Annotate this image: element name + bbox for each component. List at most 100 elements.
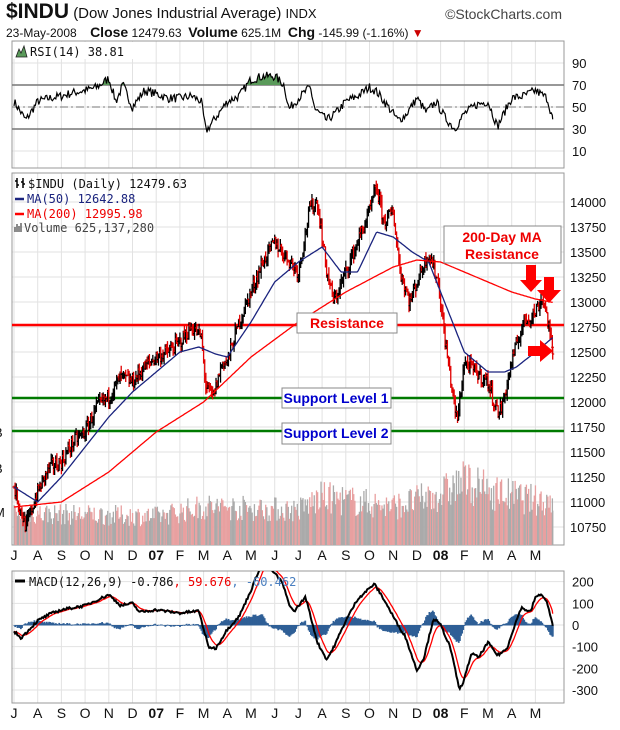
macd-histogram-bar	[269, 625, 272, 626]
volume-bar	[488, 487, 490, 545]
macd-histogram-bar	[94, 623, 97, 626]
macd-histogram-bar	[45, 621, 48, 626]
macd-histogram-bar	[424, 620, 426, 626]
volume-bar	[541, 510, 543, 545]
macd-histogram-bar	[294, 625, 297, 632]
volume-bar	[411, 509, 414, 545]
volume-bar	[241, 520, 243, 545]
macd-tick-label: 0	[572, 618, 579, 633]
macd-histogram-bar	[155, 624, 158, 626]
macd-histogram-bar	[329, 625, 331, 627]
brand-logo[interactable]: ©StockCharts.com	[445, 6, 562, 22]
macd-histogram-bar	[179, 625, 181, 627]
macd-histogram-bar	[487, 618, 489, 626]
macd-histogram-bar	[455, 625, 458, 642]
volume-bar	[50, 518, 52, 545]
macd-histogram-bar	[296, 625, 299, 627]
x-tick-label: N	[388, 547, 398, 563]
macd-histogram-bar	[311, 625, 313, 637]
macd-histogram-bar	[306, 625, 309, 627]
volume-bar	[341, 487, 344, 545]
volume-bar	[154, 506, 156, 545]
volume-bar	[94, 520, 96, 545]
volume-bar	[490, 488, 493, 545]
volume-bar	[438, 499, 441, 545]
macd-histogram-bar	[517, 614, 520, 626]
macd-histogram-bar	[524, 621, 527, 626]
macd-histogram-bar	[469, 615, 471, 626]
volume-bar	[522, 500, 524, 545]
volume-bar	[216, 498, 218, 545]
macd-histogram-bar	[141, 625, 144, 627]
macd-histogram-bar	[291, 625, 294, 634]
macd-histogram-bar	[421, 623, 424, 626]
x-tick-label: D	[412, 547, 422, 563]
volume-bar	[454, 501, 456, 545]
macd-histogram-bar	[173, 625, 176, 627]
volume-bar	[113, 522, 116, 545]
volume-bar	[61, 513, 64, 545]
volume-bar	[21, 507, 23, 545]
macd-histogram-bar	[522, 617, 524, 626]
volume-bar	[15, 511, 17, 545]
volume-bar	[79, 518, 82, 545]
macd-histogram-bar	[247, 616, 250, 626]
volume-bar	[312, 506, 314, 545]
volume-bar	[371, 506, 373, 545]
volume-bar	[408, 491, 410, 545]
x-tick-label: O	[364, 705, 375, 721]
volume-bar	[195, 504, 197, 545]
macd-histogram-bar	[500, 625, 503, 627]
volume-bar	[307, 513, 310, 545]
macd-histogram-bar	[19, 625, 22, 630]
macd-histogram-bar	[133, 625, 136, 628]
x-tick-label: J	[11, 705, 18, 721]
volume-bar	[339, 492, 341, 545]
macd-legend: MACD(12,26,9) -0.786, 59.676, -60.462	[15, 575, 296, 589]
volume-bar	[402, 505, 405, 545]
volume-bar	[476, 497, 478, 545]
macd-histogram-bar	[104, 623, 107, 626]
volume-bar	[74, 511, 76, 545]
volume-bar	[379, 504, 381, 545]
macd-histogram-bar	[162, 625, 164, 626]
macd-histogram-bar	[51, 622, 54, 626]
x-tick-label: F	[460, 705, 469, 721]
macd-histogram-bar	[254, 614, 257, 626]
volume-bar	[233, 501, 235, 545]
volume-bar	[63, 510, 65, 545]
support-2-label: Support Level 2	[283, 425, 388, 441]
macd-histogram-bar	[98, 623, 101, 626]
macd-histogram-bar	[278, 625, 281, 630]
macd-histogram-bar	[392, 625, 395, 633]
volume-bar	[209, 500, 212, 545]
macd-histogram-bar	[122, 625, 125, 628]
price-tick-label: 12750	[570, 320, 606, 335]
macd-histogram-bar	[216, 625, 219, 626]
volume-bar	[524, 486, 526, 545]
x-tick-label: O	[80, 547, 91, 563]
macd-histogram-bar	[340, 617, 343, 626]
volume-bar	[101, 509, 103, 545]
macd-histogram-bar	[512, 616, 514, 626]
volume-bar	[297, 515, 300, 545]
volume-bar	[435, 491, 437, 545]
volume-bar	[356, 515, 358, 545]
volume-bar	[192, 516, 195, 545]
volume-bar	[468, 464, 470, 545]
macd-histogram-bar	[36, 619, 39, 626]
macd-histogram-bar	[215, 625, 218, 630]
macd-histogram-bar	[280, 625, 283, 631]
volume-bar	[266, 507, 268, 545]
volume-bar	[20, 518, 22, 545]
volume-bar	[208, 495, 210, 545]
macd-histogram-bar	[91, 623, 93, 626]
ohlc-bar	[551, 346, 555, 360]
macd-histogram-bar	[59, 624, 62, 626]
volume-bar	[398, 493, 400, 545]
macd-histogram-bar	[478, 623, 480, 626]
volume-bar	[395, 506, 398, 545]
macd-tick-label: -300	[572, 683, 598, 698]
macd-histogram-bar	[477, 624, 479, 626]
volume-bar	[491, 509, 494, 545]
